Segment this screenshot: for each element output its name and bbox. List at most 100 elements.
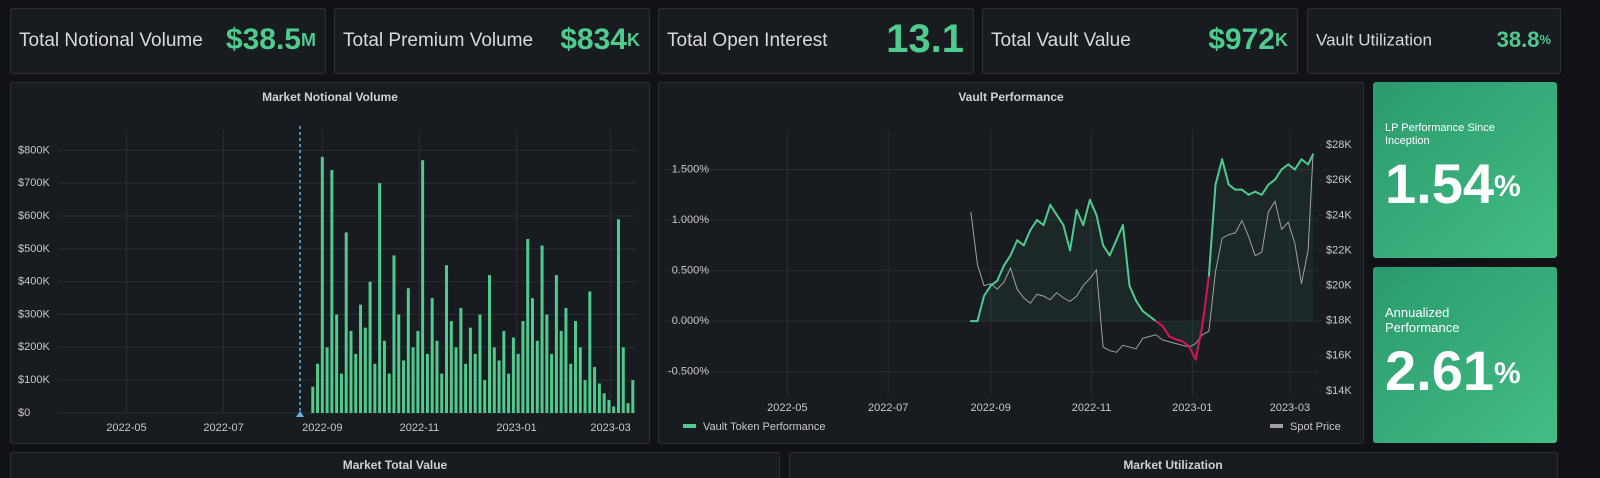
performance-line-segment [1188,345,1197,361]
performance-line-segment [1254,190,1263,196]
performance-line-segment [1088,198,1098,216]
stat-title: Vault Utilization [1316,30,1432,49]
bar [468,327,472,413]
spot-price-line [970,153,1314,353]
performance-line-segment [1221,158,1230,186]
bar [631,380,635,413]
performance-line-segment [996,264,1005,282]
stat-unit: % [1539,32,1551,47]
bar [569,363,573,413]
performance-line-segment [1300,158,1310,166]
x-tick-label: 2022-07 [203,422,243,434]
stat-value: $972K [1208,23,1288,56]
bar [316,363,320,413]
legend-label: Spot Price [1290,421,1341,433]
bar [349,330,353,413]
performance-line-segment [1115,224,1124,242]
y2-tick-label: $16K [1326,350,1352,362]
side-stat-panel [1373,267,1557,443]
bar [354,353,358,413]
stat-value: $38.5M [226,23,316,56]
legend-swatch [683,424,696,428]
performance-line-segment [1307,153,1315,166]
y-tick-label: 0.500% [672,264,710,276]
y2-tick-label: $14K [1326,385,1352,397]
side-stat-title-line: Annualized [1385,305,1449,320]
bar [363,327,367,413]
x-tick-label: 2022-05 [106,422,146,434]
bar [554,275,558,413]
bar [593,367,597,413]
bar [507,373,511,413]
bar [421,160,425,413]
stat-number: $38.5 [226,23,301,56]
performance-line-segment [1069,208,1078,252]
bar [406,288,410,413]
bar [607,399,611,413]
side-stat-title: LP Performance Since Inception [1385,122,1495,147]
bar [435,340,439,413]
bar [483,380,487,413]
bar [559,330,563,413]
y2-tick-label: $26K [1326,174,1352,186]
side-stat-panel [1373,82,1557,258]
performance-line-segment [1075,208,1085,227]
bar [445,265,449,413]
performance-line-segment [1201,274,1210,328]
x-tick-label: 2023-01 [1172,402,1212,414]
bar [373,363,377,413]
y-tick-label: $400K [18,276,50,288]
performance-line-segment [976,294,986,323]
performance-line-segment [983,284,992,297]
bar [359,304,363,413]
performance-line-segment [1029,219,1038,232]
performance-line-segment [1141,310,1151,318]
stat-panel [658,8,974,74]
side-stat-value: 2.61% [1385,339,1521,402]
performance-line-segment [1168,335,1177,341]
x-tick-label: 2022-07 [868,402,908,414]
bar [588,291,592,413]
bar [626,403,630,413]
x-tick-label: 2023-01 [496,422,536,434]
annotation-marker-arrow [296,411,305,417]
performance-line-segment [1055,213,1065,227]
stat-panel [1307,8,1561,74]
performance-line-segment [1102,244,1111,257]
bar [335,314,339,413]
performance-line-segment [1280,163,1290,171]
side-stat-title-line: Performance [1385,320,1459,335]
bar [416,330,420,413]
legend-swatch [1270,424,1283,428]
stat-title: Total Open Interest [667,30,828,51]
bar [492,347,496,413]
performance-line-segment [1082,198,1091,227]
y-tick-label: 0.000% [672,315,710,327]
panel [10,82,650,444]
bar [473,353,477,413]
side-stat-title-line: LP Performance Since [1385,122,1495,134]
performance-line-segment [1207,183,1217,277]
performance-line-segment [1002,254,1012,267]
bar [459,307,463,413]
stat-unit: K [1275,30,1288,50]
performance-line-segment [1042,203,1052,227]
bar [583,380,587,413]
y-tick-label: $100K [18,374,50,386]
y-tick-label: $700K [18,177,50,189]
performance-area [970,154,1314,360]
stat-unit: K [627,30,640,50]
bar [578,347,582,413]
performance-line-segment [1174,338,1184,343]
stat-number: 38.8 [1497,27,1540,52]
y2-tick-label: $24K [1326,209,1352,221]
x-tick-label: 2023-03 [1270,402,1310,414]
stat-value: 38.8% [1497,27,1552,52]
performance-line-segment [1035,219,1045,227]
bar [502,330,506,413]
panel-title: Market Total Value [343,458,448,472]
bar [454,347,458,413]
bar [497,360,501,413]
side-stat-title-line: Inception [1385,135,1430,147]
